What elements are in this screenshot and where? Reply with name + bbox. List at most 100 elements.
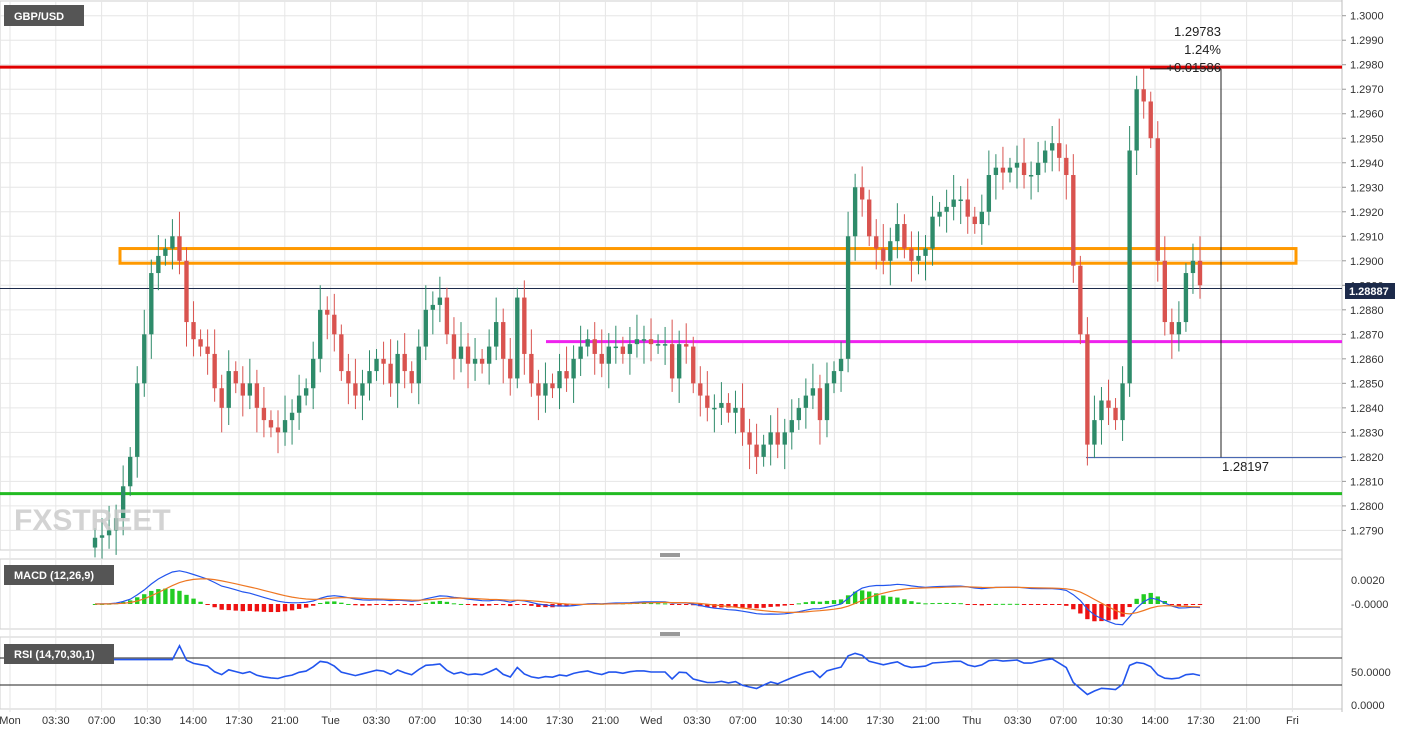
macd-histogram-bar (226, 604, 231, 611)
macd-histogram-bar (684, 604, 689, 605)
candle-body (1028, 175, 1034, 177)
candle-body (458, 346, 464, 359)
macd-tag-bg[interactable] (4, 565, 114, 585)
macd-histogram-bar (430, 601, 436, 604)
macd-panel-frame (0, 558, 1343, 630)
macd-histogram-bar (1183, 604, 1189, 606)
candle-body (1155, 138, 1160, 261)
time-tick-label: 10:30 (775, 715, 803, 727)
candle-body (691, 346, 696, 384)
level-lines[interactable] (0, 65, 1342, 496)
macd-histogram-bar (747, 604, 752, 608)
macd-histogram-bar (1190, 604, 1196, 605)
time-tick-label: 10:30 (454, 715, 482, 727)
price-tick-label: 1.2790 (1350, 525, 1384, 537)
candle-body (346, 371, 351, 384)
macd-histogram-bar (198, 601, 203, 604)
candle-body (1042, 150, 1048, 163)
grid (0, 0, 1343, 712)
candle-body (831, 371, 837, 384)
candle-body (796, 407, 802, 421)
fxstreet-watermark: FXSTREET (14, 504, 171, 537)
candle-body (993, 167, 999, 176)
macd-histogram-bar (754, 604, 759, 609)
candle-body (888, 241, 893, 261)
rsi-line (95, 644, 1201, 696)
candle-body (951, 199, 956, 207)
candle-body (648, 339, 654, 345)
macd-histogram-bar (838, 599, 844, 604)
resistance-zone-box[interactable] (118, 247, 1298, 265)
macd-histogram-bar (325, 601, 330, 604)
macd-label[interactable]: MACD (12,26,9) (14, 570, 94, 582)
symbol-label[interactable]: GBP/USD (14, 11, 64, 23)
macd-histogram-bar (219, 604, 224, 610)
macd-histogram-bar (796, 603, 802, 605)
candle-body (543, 383, 548, 396)
candle-body (142, 334, 147, 384)
macd-histogram-bar (1113, 604, 1118, 620)
macd-histogram-bar (156, 589, 161, 604)
candle-body (627, 344, 633, 354)
candle-body (916, 255, 921, 261)
macd-histogram-bar (275, 604, 281, 613)
macd-histogram-bar (170, 588, 175, 604)
macd-histogram-bar (965, 604, 970, 605)
candle-body (867, 199, 872, 237)
candle-body (296, 395, 302, 413)
candle-body (676, 344, 682, 379)
price-tick-label: 1.2980 (1350, 60, 1384, 72)
time-tick-label: 07:00 (729, 715, 757, 727)
candle-body (824, 383, 830, 421)
axes: 1.2790 1.2800 1.2810 1.2820 1.2830 1.2840 1.28… (0, 11, 1384, 727)
candle-body (198, 339, 203, 347)
candle-body (163, 248, 168, 256)
macd-histogram-bar (444, 601, 450, 604)
rsi-resize-handle[interactable] (660, 632, 680, 636)
candle-body (768, 432, 773, 445)
time-tick-label: Tue (321, 715, 340, 727)
macd-histogram-bar (845, 595, 851, 604)
time-tick-label: 21:00 (271, 715, 299, 727)
candle-body (571, 358, 576, 379)
candle-body (318, 309, 323, 359)
time-tick-label: 03:30 (42, 715, 70, 727)
candle-body (99, 535, 105, 538)
candle-body (782, 432, 787, 445)
macd-histogram-bar (458, 603, 464, 605)
macd-histogram-bar (332, 601, 337, 604)
candle-body (937, 211, 942, 217)
macd-resize-handle[interactable] (660, 553, 680, 557)
macd-histogram-bar (669, 604, 675, 605)
candle-body (289, 412, 295, 421)
candle-body (1176, 322, 1182, 335)
candle-body (332, 314, 337, 335)
rsi-label[interactable]: RSI (14,70,30,1) (14, 649, 95, 661)
candle-body (634, 339, 640, 345)
candle-body (930, 216, 935, 249)
macd-histogram-bar (339, 602, 344, 604)
macd-histogram-bar (1014, 603, 1020, 605)
price-tick-label: 1.2850 (1350, 378, 1384, 390)
candle-body (311, 358, 316, 389)
candle-body (120, 486, 126, 519)
macd-tick-top: 0.0020 (1351, 575, 1385, 587)
macd-histogram-bar (1120, 604, 1125, 617)
candle-body (1078, 265, 1083, 335)
macd-histogram-bar (318, 602, 323, 604)
macd-histogram-bar (831, 600, 837, 604)
symbol-tag-bg[interactable] (4, 5, 84, 26)
candle-body (416, 346, 421, 384)
macd-histogram-bar (1028, 604, 1034, 605)
candle-body (810, 388, 816, 396)
candle-body (874, 236, 879, 249)
rsi-tag-bg[interactable] (4, 644, 114, 664)
candle-body (684, 344, 689, 347)
candle-body (444, 297, 450, 335)
candle-body (909, 248, 914, 261)
macd-histogram-bar (1169, 604, 1175, 605)
macd-histogram-bar (388, 604, 393, 606)
candles (92, 68, 1203, 559)
